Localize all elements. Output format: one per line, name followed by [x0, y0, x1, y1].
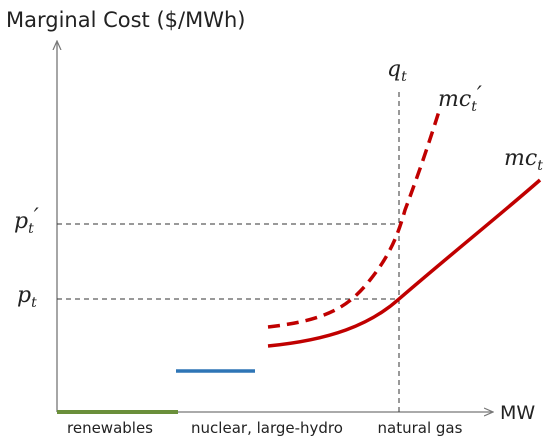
price-label: pt: [17, 283, 37, 311]
label-part: t: [537, 158, 543, 174]
category-label: nuclear, large-hydro: [191, 419, 343, 437]
category-label: renewables: [67, 419, 153, 437]
category-label: natural gas: [378, 419, 463, 437]
label-part: ′: [477, 83, 482, 108]
price-label: pt′: [14, 205, 39, 237]
mc-prime-curve: [267, 107, 442, 329]
label-part: mc: [504, 146, 537, 171]
quantity-label: qt: [387, 57, 407, 85]
label-part: p: [14, 209, 28, 234]
label-part: t: [471, 99, 477, 115]
label-part: t: [31, 295, 37, 311]
label-part: q: [387, 57, 401, 82]
curve-label: mct: [504, 146, 543, 174]
curve-label: mct′: [438, 83, 482, 115]
label-part: t: [401, 69, 407, 85]
mc-curve: [267, 178, 542, 348]
label-part: p: [17, 283, 31, 308]
title: Marginal Cost ($/MWh): [6, 8, 245, 32]
label-part: mc: [438, 87, 471, 112]
label-part: t: [28, 221, 34, 237]
label-part: ′: [34, 205, 39, 230]
x-axis-label: MW: [500, 402, 535, 424]
